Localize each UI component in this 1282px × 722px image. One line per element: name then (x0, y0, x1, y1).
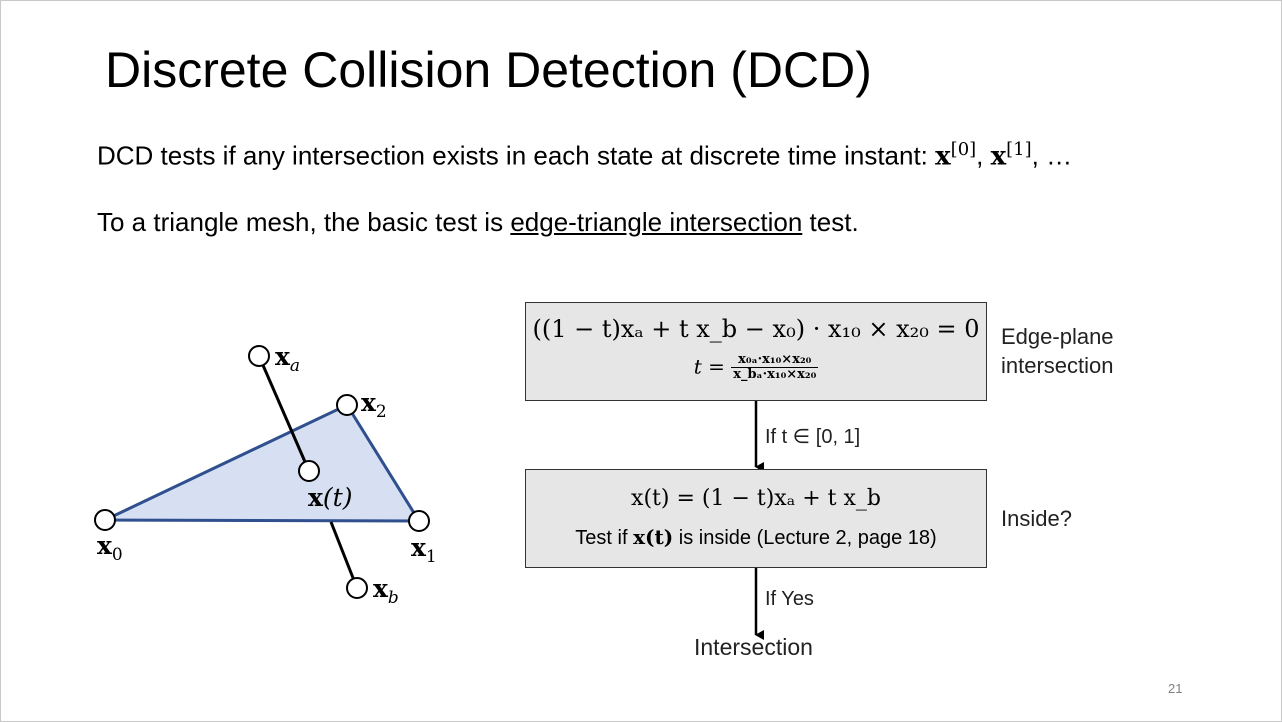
edge-segment-lower (329, 521, 359, 589)
slide-title: Discrete Collision Detection (DCD) (105, 42, 872, 98)
intro-ellipsis: , … (1031, 140, 1073, 171)
intro-comma: , (976, 140, 984, 171)
intersection-result: Intersection (694, 634, 813, 660)
edge-triangle-intersection-link[interactable]: edge-triangle intersection (510, 207, 803, 237)
edge-plane-equation-text: ((1 − t)xₐ + t x_b − x₀) · x₁₀ × x₂₀ = 0 (532, 315, 980, 343)
inside-test-text: Test if x(t) is inside (Lecture 2, page … (526, 525, 986, 550)
intro-line-1-text: DCD tests if any intersection exists in … (97, 140, 928, 171)
page-number: 21 (1168, 681, 1183, 696)
vertex-x0 (94, 509, 116, 531)
intro-line-2-after: test. (809, 207, 859, 237)
label-xt: x(t) (308, 483, 352, 512)
vertex-xb (346, 577, 368, 599)
t-solution: t = x₀ₐ·x₁₀×x₂₀ x_bₐ·x₁₀×x₂₀ (526, 352, 986, 383)
state-x0-symbol: x (935, 141, 951, 172)
edge-plane-label-line2: intersection (1001, 352, 1114, 378)
inside-test-box: x(t) = (1 − t)xₐ + t x_b Test if x(t) is… (525, 469, 987, 568)
point-xt (298, 460, 320, 482)
label-xa: xa (275, 342, 300, 376)
edge-plane-equation: ((1 − t)xₐ + t x_b − x₀) · x₁₀ × x₂₀ = 0 (526, 315, 986, 343)
vertex-x2 (336, 394, 358, 416)
inside-test-expr: x(t) (633, 525, 674, 549)
edge-segment-upper (257, 355, 311, 472)
arrow1-condition: If t ∈ [0, 1] (765, 426, 861, 448)
edge-plane-label: Edge-plane intersection (1001, 323, 1114, 380)
state-x1-symbol: x (990, 141, 1007, 172)
state-x0-superscript: [0] (950, 139, 977, 160)
inside-test-before: Test if (575, 527, 628, 549)
t-fraction-numerator: x₀ₐ·x₁₀×x₂₀ (731, 352, 819, 369)
intro-line-2: To a triangle mesh, the basic test is ed… (97, 207, 859, 238)
t-fraction: x₀ₐ·x₁₀×x₂₀ x_bₐ·x₁₀×x₂₀ (731, 352, 819, 383)
inside-label: Inside? (1001, 506, 1072, 531)
arrow2-condition: If Yes (765, 588, 814, 610)
intro-line-2-before: To a triangle mesh, the basic test is (97, 207, 504, 237)
intro-line-1: DCD tests if any intersection exists in … (97, 139, 1072, 172)
label-x2: x2 (361, 388, 387, 422)
point-equation: x(t) = (1 − t)xₐ + t x_b (631, 486, 881, 511)
t-fraction-denominator: x_bₐ·x₁₀×x₂₀ (733, 367, 817, 383)
label-xb: xb (373, 574, 399, 608)
edge-plane-box: ((1 − t)xₐ + t x_b − x₀) · x₁₀ × x₂₀ = 0… (525, 302, 987, 401)
label-x1: x1 (411, 533, 437, 567)
vertex-xa (248, 345, 270, 367)
edge-plane-label-line1: Edge-plane (1001, 324, 1114, 349)
triangle (104, 403, 422, 523)
t-solution-label: t = (693, 354, 725, 379)
inside-test-after: is inside (Lecture 2, page 18) (678, 527, 937, 549)
vertex-x1 (408, 510, 430, 532)
state-x1-superscript: [1] (1006, 139, 1032, 160)
label-x0: x0 (97, 531, 123, 565)
